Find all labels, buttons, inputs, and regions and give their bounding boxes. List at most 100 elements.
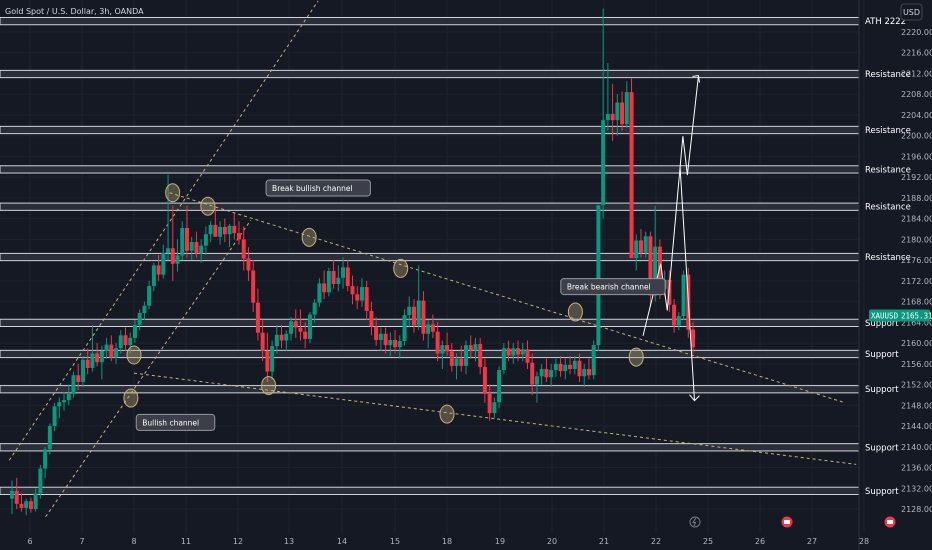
candle-body: [359, 287, 364, 301]
zone-label: Resistance: [865, 126, 911, 136]
candle-body: [539, 369, 544, 377]
zone-label: Resistance: [865, 203, 911, 213]
x-tick-label: 20: [547, 537, 557, 546]
candle-body: [629, 92, 634, 259]
candle-body: [128, 337, 133, 346]
candle-body: [208, 224, 213, 235]
annotation-box: [560, 278, 666, 296]
candle-body: [393, 339, 398, 348]
candle-body: [213, 224, 218, 237]
y-tick-label: 2216.000: [901, 49, 932, 58]
trend-line: [45, 219, 252, 518]
candle-body: [284, 333, 289, 341]
currency-button[interactable]: [900, 3, 923, 21]
candle-body: [558, 363, 563, 372]
candle-body: [634, 240, 639, 259]
candle-body: [397, 341, 402, 348]
candle-body: [605, 113, 610, 121]
annotation-box: [135, 413, 216, 431]
annotation-text: Bullish channel: [142, 418, 199, 427]
candle-body: [28, 501, 33, 509]
candle-body: [251, 270, 256, 303]
candle-body: [691, 329, 695, 348]
candle-body: [232, 225, 237, 234]
candle-body: [270, 346, 275, 372]
x-tick-label: 26: [755, 537, 765, 546]
y-tick-label: 2176.000: [901, 256, 932, 265]
candle-body: [38, 468, 43, 494]
y-tick-label: 2196.000: [901, 152, 932, 161]
y-tick-label: 2132.000: [901, 484, 932, 493]
y-tick-label: 2200.000: [901, 132, 932, 141]
zone-label: Support: [865, 385, 899, 395]
candle-body: [227, 225, 232, 235]
y-tick-label: 2128.000: [901, 505, 932, 514]
lightning-icon[interactable]: [689, 516, 701, 528]
zone-band: [0, 202, 860, 211]
candle-body: [530, 362, 535, 385]
candle-body: [511, 348, 516, 356]
projection-layer: [642, 74, 700, 402]
highlight-circle: [126, 345, 142, 365]
x-tick-label: 28: [859, 537, 869, 546]
candle-body: [638, 240, 643, 253]
candle-body: [553, 363, 558, 371]
candle-body: [184, 227, 189, 251]
trend-lines-layer: [8, 0, 857, 518]
event-flag-inner-icon-2: [887, 520, 893, 524]
candle-body: [298, 327, 303, 332]
candle-body: [57, 402, 62, 407]
trend-line: [133, 372, 857, 465]
candle-body: [317, 283, 322, 303]
circles-layer: [123, 183, 644, 424]
y-tick-label: 2212.000: [901, 69, 932, 78]
candle-body: [90, 353, 95, 368]
candle-body: [473, 344, 478, 351]
candle-body: [19, 503, 24, 508]
candle-body: [643, 236, 648, 253]
zone-label: Resistance: [865, 253, 911, 263]
y-tick-label: 2152.000: [901, 381, 932, 390]
candle-body: [303, 331, 308, 339]
candle-body: [132, 324, 137, 338]
candle-body: [24, 501, 29, 508]
candle-body: [482, 366, 487, 394]
candle-body: [601, 120, 606, 206]
zone-label: Support: [865, 319, 899, 329]
candle-body: [350, 286, 355, 295]
candle-body: [170, 248, 175, 264]
x-tick-label: 8: [131, 537, 136, 546]
y-tick-label: 2192.000: [901, 173, 932, 182]
highlight-circle: [165, 183, 181, 203]
x-tick-label: 7: [79, 537, 84, 546]
y-tick-label: 2180.000: [901, 235, 932, 244]
x-tick-label: 14: [337, 537, 347, 546]
candle-body: [118, 335, 123, 349]
candle-body: [383, 333, 388, 346]
candle-body: [47, 426, 52, 450]
candle-body: [426, 324, 431, 334]
candle-body: [610, 113, 615, 121]
candle-body: [203, 234, 208, 246]
event-flag-inner-icon: [784, 520, 790, 524]
x-tick-label: 11: [181, 537, 191, 546]
candle-body: [672, 304, 677, 326]
candle-body: [260, 332, 265, 351]
candle-body: [374, 326, 379, 340]
candle-body: [516, 348, 521, 355]
candle-body: [142, 305, 147, 314]
candle-body: [166, 248, 171, 253]
candle-body: [345, 267, 350, 287]
candle-body: [464, 345, 468, 366]
projection-arrow-up: [692, 74, 700, 83]
candle-body: [676, 316, 681, 326]
candle-body: [572, 360, 577, 370]
currency-label: USD: [903, 8, 920, 17]
candle-body: [33, 493, 38, 509]
candle-body: [341, 267, 346, 278]
candle-body: [411, 306, 416, 326]
candle-body: [14, 490, 19, 504]
candle-body: [76, 375, 81, 382]
candle-body: [194, 241, 199, 254]
candle-body: [568, 364, 573, 370]
